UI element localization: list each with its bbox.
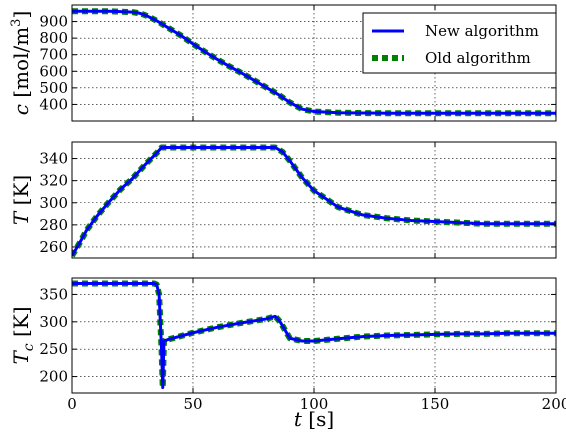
legend-frame — [362, 12, 557, 74]
y-tick-label: 700 — [39, 46, 68, 64]
y-tick-label: 250 — [39, 340, 68, 358]
y-axis-label-close: ] — [9, 11, 33, 19]
y-tick-label: 320 — [39, 172, 68, 190]
y-tick-label: 800 — [39, 29, 68, 47]
y-axis-label-var: c — [9, 104, 33, 115]
x-tick-label: 50 — [183, 395, 202, 413]
x-tick-label: 100 — [300, 395, 329, 413]
y-axis-label-sup: 3 — [9, 19, 24, 27]
y-tick-label: 300 — [39, 313, 68, 331]
y-axis-label-var: T — [9, 210, 33, 225]
x-tick-label: 0 — [67, 395, 77, 413]
y-tick-label: 900 — [39, 13, 68, 31]
y-axis-label-unit: [mol/m — [9, 27, 33, 104]
x-axis-label: t [s] — [294, 407, 334, 431]
y-tick-label: 500 — [39, 79, 68, 97]
y-tick-label: 280 — [39, 216, 68, 234]
x-axis-label-var: t — [294, 407, 303, 431]
legend-label-new: New algorithm — [425, 22, 539, 40]
y-axis-label-sub: c — [21, 343, 37, 351]
y-axis-label-var: T — [9, 350, 33, 365]
y-axis-label-unit: [K] — [9, 175, 33, 212]
y-axis-label: Tc [K] — [9, 306, 37, 364]
legend: New algorithm Old algorithm — [362, 12, 557, 74]
legend-label-old: Old algorithm — [425, 49, 531, 67]
x-axis-label-unit: [s] — [302, 407, 334, 431]
series-line-new-algorithm — [72, 146, 556, 257]
y-tick-label: 340 — [39, 150, 68, 168]
x-tick-label: 200 — [542, 395, 566, 413]
y-axis-label: c [mol/m3] — [9, 11, 33, 116]
panel-temperature: 260 280 300 320 340 T [K] — [9, 141, 557, 259]
series-line-new-algorithm — [72, 9, 556, 115]
x-tick-label: 150 — [421, 395, 450, 413]
series-line-new-algorithm — [72, 281, 556, 390]
y-tick-label: 200 — [39, 368, 68, 386]
y-tick-label: 300 — [39, 194, 68, 212]
y-axis-label: T [K] — [9, 175, 33, 225]
y-axis-label-unit: [K] — [9, 306, 33, 343]
y-tick-label: 260 — [39, 238, 68, 256]
y-tick-label: 350 — [39, 285, 68, 303]
y-tick-label: 400 — [39, 95, 68, 113]
y-tick-label: 600 — [39, 62, 68, 80]
